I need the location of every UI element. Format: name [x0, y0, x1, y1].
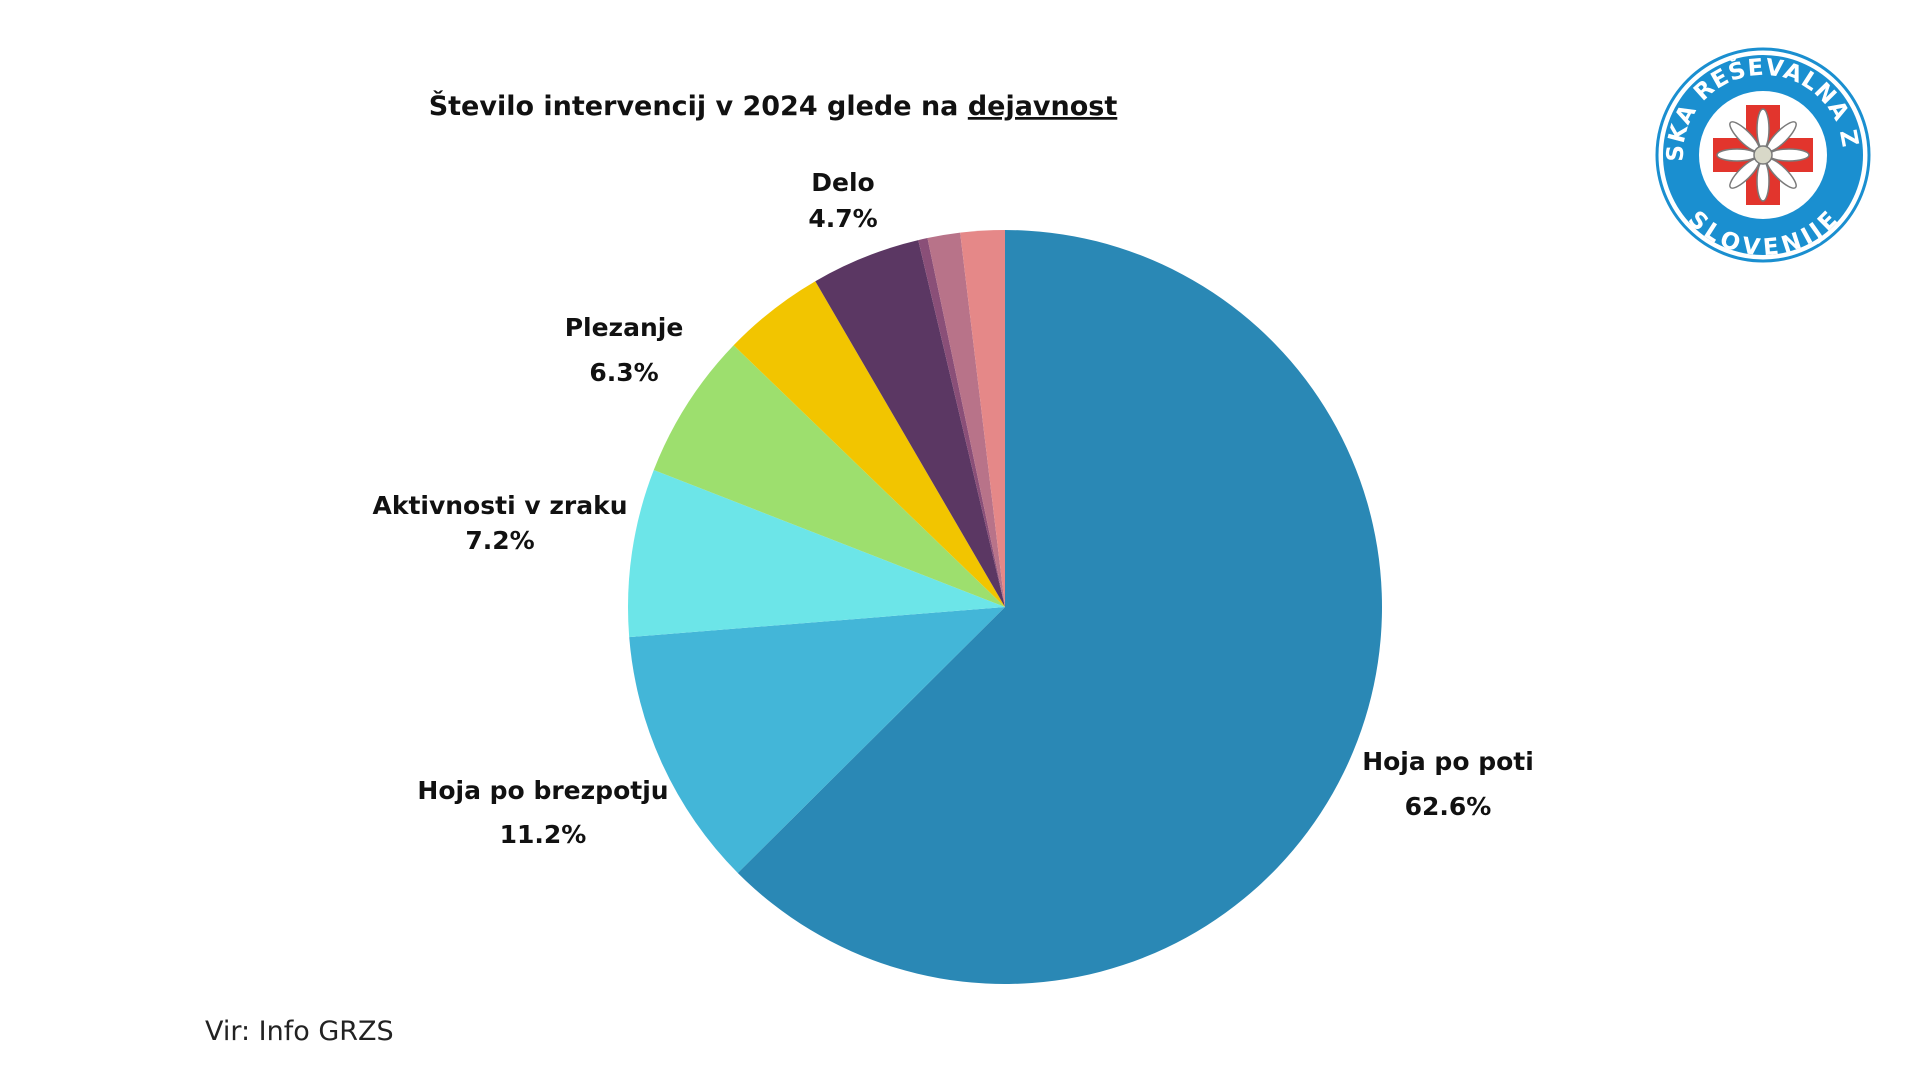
pie-slice-delo — [815, 240, 1005, 607]
slice-label: Plezanje — [565, 313, 684, 342]
edelweiss-icon — [1716, 108, 1810, 202]
slice-label: Hoja po brezpotju — [417, 776, 668, 805]
slice-value-label: 4.7% — [808, 204, 877, 233]
slice-value-label: 11.2% — [500, 820, 587, 849]
slice-label: Aktivnosti v zraku — [372, 491, 627, 520]
grzs-logo: GORSKA REŠEVALNA ZVEZA SLOVENIJE — [1653, 45, 1873, 265]
pie-slice-plezanje — [653, 345, 1005, 607]
pie-slice-unlabeled-8 — [960, 230, 1005, 607]
pie-slices — [628, 230, 1382, 984]
pie-slice-aktivnosti-v-zraku — [628, 470, 1005, 638]
pie-labels: Hoja po poti 62.6% Hoja po brezpotju 11.2% A… — [372, 168, 1533, 849]
chart-title: Število intervencij v 2024 glede na deja… — [429, 90, 1118, 122]
pie-slice-unlabeled-7 — [927, 232, 1005, 607]
pie-slice-hoja-po-brezpotju — [629, 607, 1005, 873]
slice-value-label: 62.6% — [1405, 792, 1492, 821]
pie-slice-unlabeled-6 — [918, 238, 1005, 607]
slice-value-label: 6.3% — [589, 358, 658, 387]
pie-slice-hoja-po-poti — [737, 230, 1382, 984]
chart-title-underlined: dejavnost — [968, 91, 1118, 122]
chart-title-main: Število intervencij v 2024 glede na — [429, 90, 968, 122]
pie-slice-unlabeled-4 — [733, 281, 1005, 607]
slice-label: Delo — [811, 168, 874, 197]
logo-border — [1655, 47, 1871, 263]
slice-label: Hoja po poti — [1362, 747, 1534, 776]
source-note: Vir: Info GRZS — [205, 1016, 394, 1047]
slice-value-label: 7.2% — [465, 526, 534, 555]
